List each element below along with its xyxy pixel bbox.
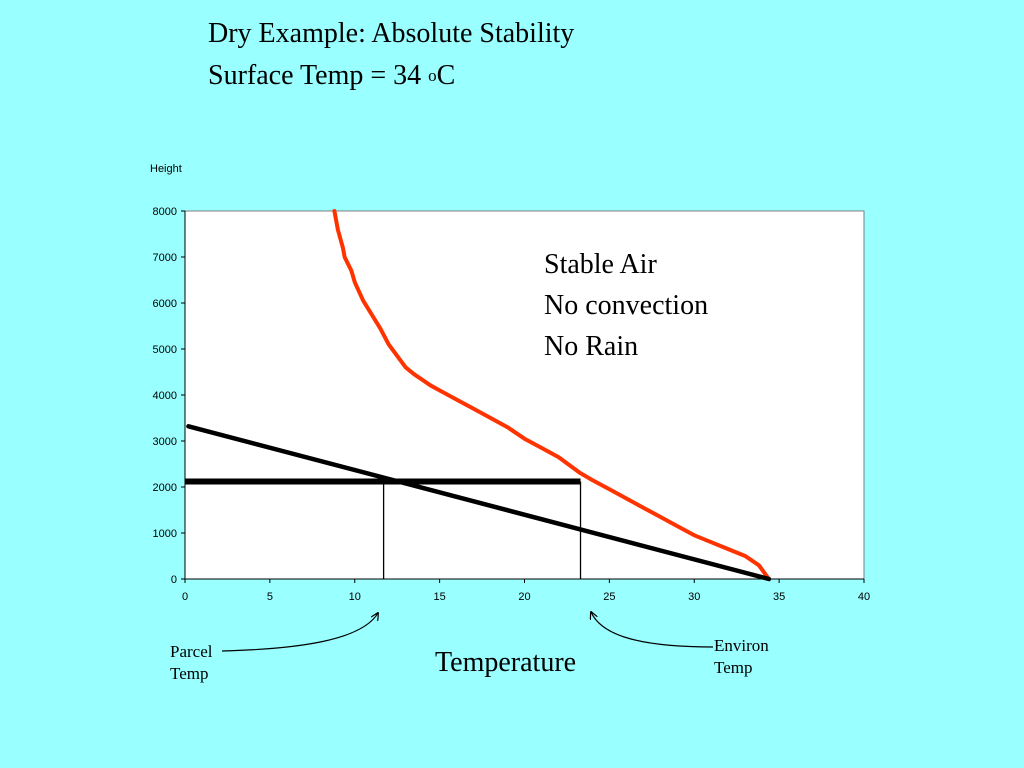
series-group bbox=[185, 209, 772, 582]
y-tick-label: 2000 bbox=[153, 482, 177, 494]
x-tick-label: 10 bbox=[349, 591, 361, 603]
x-tick-label: 5 bbox=[267, 591, 273, 603]
title-surface-temp-text: Surface Temp = 34 bbox=[208, 60, 429, 91]
x-axis-label: Temperature bbox=[435, 647, 577, 678]
x-tick-label: 40 bbox=[858, 591, 870, 603]
title-unit-text: C bbox=[436, 60, 456, 91]
callout-line: Environ bbox=[714, 636, 769, 655]
x-tick-label: 35 bbox=[773, 591, 785, 603]
environ-temp-line bbox=[332, 209, 771, 581]
slide-title-line-1: Dry Example: Absolute Stability bbox=[208, 18, 575, 49]
degree-superscript: o bbox=[428, 66, 437, 85]
annotation-line: Stable Air bbox=[544, 249, 657, 280]
y-tick-label: 5000 bbox=[153, 344, 177, 356]
y-tick-label: 3000 bbox=[153, 436, 177, 448]
parcel-callout-arrow bbox=[221, 613, 378, 652]
stability-annotation: Stable Air No convection No Rain bbox=[544, 244, 708, 367]
callout-line: Temp bbox=[170, 664, 209, 683]
callout-line: Temp bbox=[714, 658, 753, 677]
parcel-temp-callout: Parcel Temp bbox=[170, 641, 212, 685]
x-tick-label: 15 bbox=[434, 591, 446, 603]
annotation-line: No convection bbox=[544, 290, 709, 321]
x-tick-label: 20 bbox=[518, 591, 530, 603]
y-tick-label: 0 bbox=[171, 574, 177, 586]
plot-area bbox=[184, 210, 865, 580]
y-tick-label: 4000 bbox=[153, 390, 177, 402]
y-axis-label: Height bbox=[150, 163, 182, 175]
x-tick-label: 25 bbox=[603, 591, 615, 603]
y-tick-label: 8000 bbox=[153, 206, 177, 218]
y-tick-label: 6000 bbox=[153, 298, 177, 310]
parcel-temp-line bbox=[186, 424, 772, 582]
axes: 0 1000 2000 3000 4000 5000 6000 7000 8000 0 5 10 15 2… bbox=[153, 206, 871, 603]
environ-temp-callout: Environ Temp bbox=[714, 635, 769, 679]
y-tick-label: 7000 bbox=[153, 252, 177, 264]
x-tick-label: 0 bbox=[182, 591, 188, 603]
y-tick-label: 1000 bbox=[153, 528, 177, 540]
callout-line: Parcel bbox=[170, 642, 213, 661]
environ-callout-arrow bbox=[591, 612, 714, 648]
x-tick-label: 30 bbox=[688, 591, 700, 603]
annotation-line: No Rain bbox=[544, 331, 639, 362]
slide-title-line-2: Surface Temp = 34 oC bbox=[208, 60, 455, 92]
